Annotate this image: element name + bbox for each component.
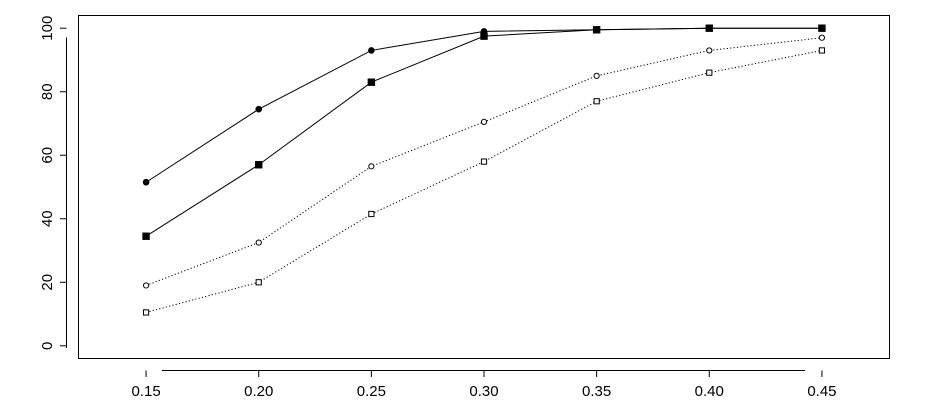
data-point	[480, 118, 488, 125]
data-point	[255, 279, 262, 286]
plot-frame	[78, 15, 890, 359]
data-point	[368, 47, 375, 54]
x-tick-label: 0.20	[244, 383, 273, 400]
x-tick-label: 0.35	[582, 383, 611, 400]
data-point	[706, 69, 713, 76]
series-2	[142, 24, 826, 240]
y-tick-label: 40	[39, 210, 56, 227]
data-point	[255, 161, 263, 169]
series-line	[145, 27, 822, 237]
data-point	[255, 239, 262, 246]
data-point	[367, 78, 376, 86]
series-3	[142, 34, 826, 289]
x-tick-label: 0.30	[469, 383, 498, 400]
data-point	[706, 47, 713, 54]
y-tick-label: 0	[39, 342, 56, 350]
data-point	[818, 24, 826, 32]
data-point	[593, 72, 600, 79]
y-tick-label: 20	[39, 274, 56, 291]
y-tick-label: 60	[39, 147, 56, 164]
y-tick-label: 80	[39, 83, 56, 100]
x-tick-label: 0.45	[807, 383, 836, 400]
x-axis-ticks	[145, 370, 823, 377]
y-axis-tick-labels: 0 20 40 60 80 100	[39, 16, 56, 350]
data-point	[142, 178, 150, 186]
series-line	[145, 49, 823, 313]
data-point	[142, 309, 150, 316]
series-4	[142, 47, 826, 316]
data-point	[368, 210, 375, 218]
x-tick-label: 0.40	[695, 383, 724, 400]
x-tick-label: 0.15	[131, 383, 160, 400]
data-point	[592, 26, 601, 34]
y-axis-ticks	[60, 27, 67, 347]
data-point	[368, 163, 375, 170]
data-point	[480, 32, 488, 40]
data-point	[480, 158, 488, 165]
data-point	[142, 232, 150, 240]
data-point	[593, 98, 600, 105]
data-point	[818, 47, 826, 54]
y-tick-label: 100	[39, 16, 56, 41]
x-axis-tick-labels: 0.15 0.20 0.25 0.30 0.35 0.40 0.45	[131, 383, 836, 400]
data-point	[818, 34, 826, 41]
data-point	[142, 282, 150, 289]
x-tick-label: 0.25	[357, 383, 386, 400]
data-point	[705, 24, 713, 32]
data-point	[255, 105, 263, 113]
series-layer	[142, 24, 826, 316]
